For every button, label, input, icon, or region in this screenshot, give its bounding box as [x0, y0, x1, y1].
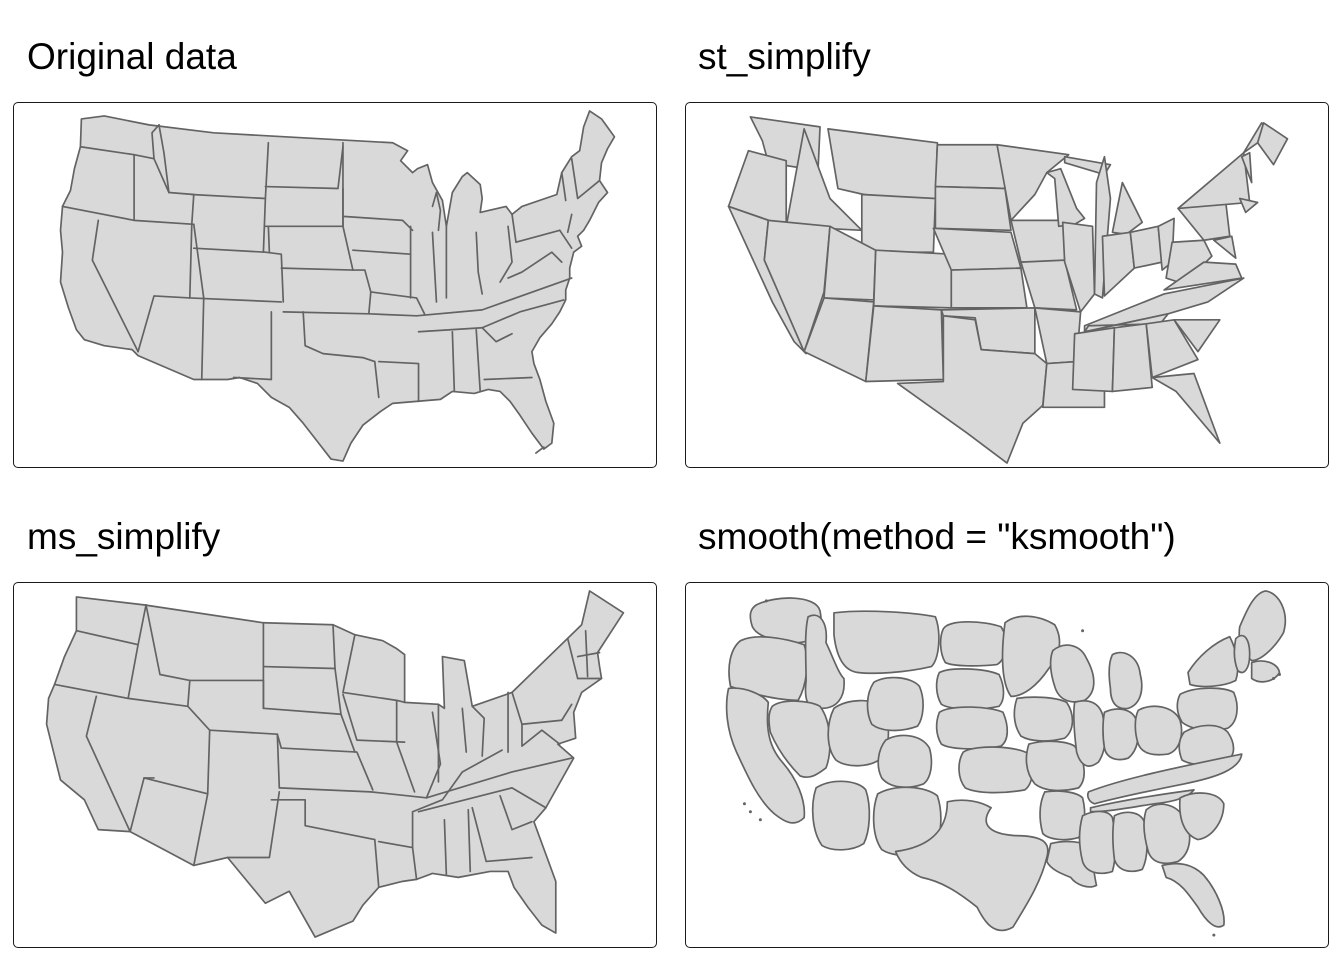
us-map-ms-simplify	[45, 590, 625, 938]
small-islands	[742, 599, 1281, 937]
simplified-states	[727, 116, 1289, 464]
panel-title-ms-simplify: ms_simplify	[27, 516, 221, 557]
map-panel-ksmooth	[685, 582, 1329, 948]
map-panel-ms-simplify	[13, 582, 657, 948]
us-map-st-simplify	[727, 116, 1289, 464]
state-borders	[53, 604, 603, 889]
us-map-original	[59, 110, 616, 462]
map-panel-st-simplify	[685, 102, 1329, 468]
us-states-outline	[45, 590, 625, 938]
panel-title-original: Original data	[27, 36, 237, 77]
map-panel-original	[13, 102, 657, 468]
smoothed-states	[725, 590, 1287, 932]
lake-michigan	[431, 191, 442, 232]
panel-title-ksmooth: smooth(method = "ksmooth")	[698, 516, 1176, 557]
us-map-ksmooth	[725, 590, 1287, 937]
florida-keys	[535, 446, 545, 454]
us-states-outline	[59, 110, 616, 462]
state-borders	[61, 124, 601, 403]
panel-title-st-simplify: st_simplify	[698, 36, 871, 77]
